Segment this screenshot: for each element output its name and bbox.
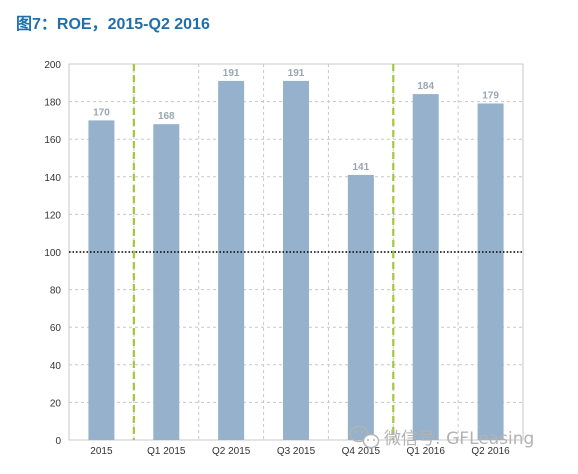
y-tick-label: 40 (50, 361, 62, 372)
bars (88, 80, 504, 441)
y-tick-label: 140 (44, 173, 61, 184)
x-tick-label: 2015 (90, 446, 113, 457)
bar-q3-2015 (283, 80, 309, 441)
x-axis-ticks: 2015 Q1 2015 Q2 2015 Q3 2015 Q4 2015 Q1 2016 Q… (90, 446, 510, 457)
y-tick-label: 120 (44, 210, 61, 221)
bar-value-label: 179 (482, 90, 499, 101)
figure-title: 图7：ROE，2015-Q2 2016 (16, 16, 210, 33)
bar-value-label: 168 (158, 111, 175, 122)
bar-value-label: 141 (353, 162, 370, 173)
bar-2015 (88, 120, 115, 441)
watermark: 微信号: GFLeasing (349, 425, 534, 449)
wechat-icon (349, 425, 380, 449)
y-tick-label: 20 (50, 398, 62, 409)
bar-q2-2016 (477, 103, 504, 440)
bar-value-label: 184 (417, 81, 434, 92)
bar-value-label: 191 (288, 68, 305, 79)
bar-q4-2015 (347, 174, 374, 441)
x-tick-label: Q3 2015 (277, 446, 316, 457)
x-tick-label: Q2 2015 (212, 446, 251, 457)
x-tick-label: Q2 2016 (471, 446, 510, 457)
watermark-text: 微信号: GFLeasing (384, 429, 534, 449)
bar-q2-2015 (218, 80, 245, 441)
y-tick-label: 80 (50, 286, 62, 297)
x-tick-label: Q4 2015 (342, 446, 381, 457)
y-axis-ticks: 0 20 40 60 80 100 120 140 160 180 200 (44, 60, 61, 447)
y-tick-label: 0 (55, 436, 61, 447)
y-tick-label: 200 (44, 60, 61, 71)
x-tick-label: Q1 2015 (147, 446, 186, 457)
bar-q1-2016 (412, 94, 439, 440)
bar-value-label: 191 (223, 68, 240, 79)
reference-lines (69, 64, 523, 440)
y-tick-label: 60 (50, 323, 62, 334)
x-tick-label: Q1 2016 (407, 446, 446, 457)
y-tick-label: 100 (44, 248, 61, 259)
bar-q1-2015 (153, 124, 180, 440)
data-labels: 170 168 191 191 141 184 179 (93, 68, 499, 173)
bar-value-label: 170 (93, 107, 110, 118)
y-tick-label: 180 (44, 98, 61, 109)
y-tick-label: 160 (44, 135, 61, 146)
